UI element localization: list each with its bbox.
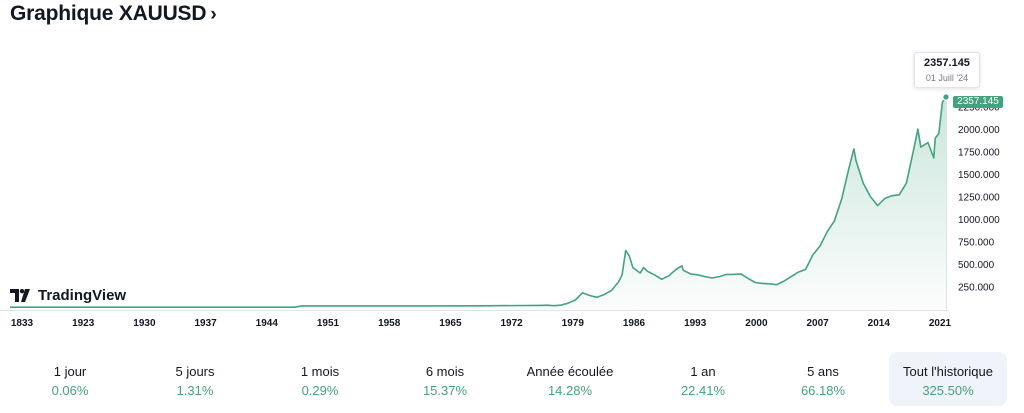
tooltip-value: 2357.145: [924, 57, 970, 69]
period-tab[interactable]: Année écoulée 14.28%: [511, 352, 629, 406]
y-tick-label: 250.000: [958, 283, 995, 294]
page-title[interactable]: Graphique XAUUSD ›: [10, 2, 217, 26]
tooltip-date: 01 Juill '24: [925, 73, 969, 83]
period-selector: 1 jour 0.06% 5 jours 1.31% 1 mois 0.29% 6 mois…: [0, 350, 1024, 408]
page-title-text: Graphique XAUUSD: [10, 2, 207, 25]
period-tab[interactable]: 6 mois 15.37%: [386, 352, 504, 406]
x-axis-ticks: 1833 1923 1930 1937 1944 1951 1958 1965 1972 1979…: [11, 318, 952, 329]
chevron-right-icon: ›: [210, 4, 217, 25]
tradingview-logo-icon: [10, 289, 30, 302]
price-tooltip: 2357.145 01 Juill '24: [914, 52, 980, 88]
period-change-value: 1.31%: [176, 383, 214, 398]
x-tick-label: 2021: [929, 318, 952, 329]
tradingview-logo[interactable]: TradingView: [10, 287, 126, 304]
price-chart[interactable]: 250.000 500.000 750.000 1000.000 1250.000 150…: [0, 0, 1024, 340]
y-tick-label: 1250.000: [958, 193, 1000, 204]
period-tab[interactable]: 5 jours 1.31%: [136, 352, 254, 406]
x-tick-label: 1923: [72, 318, 95, 329]
x-tick-label: 1937: [194, 318, 217, 329]
x-tick-label: 1972: [500, 318, 523, 329]
period-label: 5 jours: [175, 364, 215, 379]
x-tick-label: 2014: [868, 318, 891, 329]
period-label: Tout l'historique: [903, 364, 993, 379]
period-change-value: 15.37%: [422, 383, 468, 398]
price-line: [10, 96, 947, 308]
period-change-value: 0.29%: [301, 383, 339, 398]
period-change-value: 0.06%: [51, 383, 89, 398]
period-tab[interactable]: 5 ans 66.18%: [764, 352, 882, 406]
price-area-fill: [10, 97, 946, 309]
x-tick-label: 1951: [317, 318, 340, 329]
period-label: 1 jour: [53, 364, 87, 379]
period-change-value: 22.41%: [680, 383, 726, 398]
period-label: 1 mois: [300, 364, 340, 379]
x-tick-label: 1833: [11, 318, 34, 329]
period-label: Année écoulée: [526, 364, 614, 379]
y-tick-label: 1000.000: [958, 215, 1000, 226]
x-tick-label: 1930: [133, 318, 156, 329]
y-tick-label: 1750.000: [958, 148, 1000, 159]
period-change-value: 14.28%: [547, 383, 593, 398]
x-tick-label: 1944: [256, 318, 279, 329]
period-tab[interactable]: 1 an 22.41%: [644, 352, 762, 406]
x-tick-label: 1993: [684, 318, 707, 329]
logo-text: TradingView: [38, 287, 127, 304]
last-price-dot: [942, 93, 950, 101]
period-label: 5 ans: [807, 364, 839, 379]
x-tick-label: 1958: [378, 318, 401, 329]
x-tick-label: 1979: [562, 318, 585, 329]
x-tick-label: 2000: [745, 318, 768, 329]
y-tick-label: 2250.000: [958, 103, 1000, 114]
period-tab[interactable]: 1 jour 0.06%: [11, 352, 129, 406]
period-change-value: 325.50%: [922, 383, 974, 398]
y-tick-label: 500.000: [958, 260, 995, 271]
x-tick-label: 1965: [439, 318, 462, 329]
period-label: 1 an: [690, 364, 716, 379]
x-tick-label: 2007: [806, 318, 829, 329]
period-tab[interactable]: 1 mois 0.29%: [261, 352, 379, 406]
y-tick-label: 750.000: [958, 238, 995, 249]
y-tick-label: 1500.000: [958, 170, 1000, 181]
x-tick-label: 1986: [623, 318, 646, 329]
period-change-value: 66.18%: [800, 383, 846, 398]
period-label: 6 mois: [425, 364, 465, 379]
last-price-badge: 2357.145: [953, 96, 1003, 108]
period-tab[interactable]: Tout l'historique 325.50%: [889, 352, 1007, 406]
y-tick-label: 2000.000: [958, 125, 1000, 136]
y-axis-ticks: 250.000 500.000 750.000 1000.000 1250.000 150…: [958, 103, 1000, 294]
